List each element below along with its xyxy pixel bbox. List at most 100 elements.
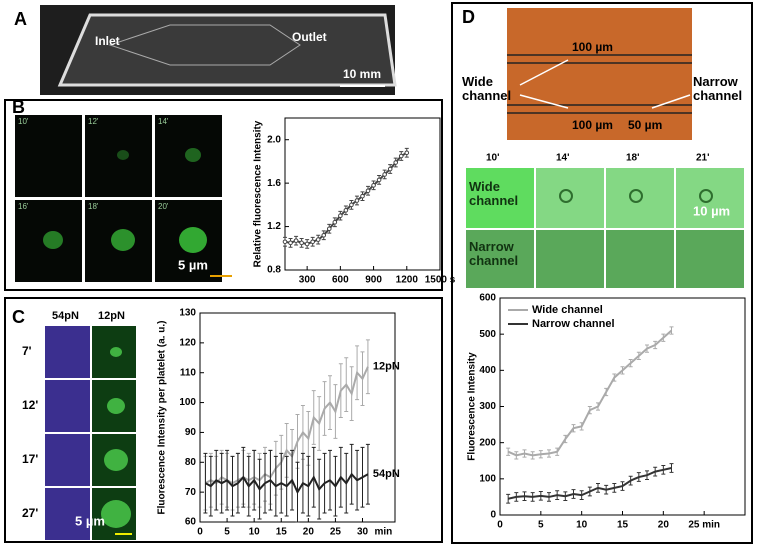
time-label: 7' — [22, 344, 32, 358]
platelet — [559, 189, 573, 203]
platelet — [629, 189, 643, 203]
y-tick-label: 80 — [185, 457, 197, 468]
time-label: 10' — [18, 117, 29, 126]
platelet — [110, 347, 122, 357]
platelet — [104, 449, 128, 471]
panel-frame — [451, 2, 753, 544]
time-label: 14' — [158, 117, 169, 126]
x-tick-label: 10 — [249, 527, 261, 538]
time-label: 18' — [626, 153, 640, 164]
panel-letter: D — [462, 7, 475, 27]
platelet — [185, 148, 201, 162]
row-label: Wide channel — [469, 179, 519, 208]
time-label: 27' — [22, 506, 38, 520]
platelet — [107, 398, 125, 414]
time-label: 17' — [22, 452, 38, 466]
platelet — [699, 189, 713, 203]
marker — [326, 226, 332, 232]
label: Wide channel — [462, 74, 512, 103]
marker — [382, 172, 387, 177]
marker — [343, 207, 349, 213]
y-tick-label: 100 — [479, 473, 496, 484]
micrograph — [676, 230, 744, 288]
y-tick-label: 400 — [479, 365, 496, 376]
x-tick-label: 25 — [330, 527, 342, 538]
marker — [360, 193, 365, 199]
marker — [304, 241, 310, 247]
marker — [293, 238, 299, 243]
marker — [310, 239, 315, 245]
panel-frame — [4, 99, 443, 291]
line — [507, 467, 672, 500]
micrograph — [85, 115, 152, 197]
y-axis-label: Fluorescence Intensity — [467, 352, 478, 461]
y-tick-label: 60 — [185, 517, 197, 528]
marker — [321, 232, 327, 238]
time-label: 12' — [22, 398, 38, 412]
x-tick-label: 20 — [303, 527, 315, 538]
x-tick-label: 0 — [197, 527, 203, 538]
error-bar — [365, 339, 370, 395]
plot-frame — [284, 117, 441, 271]
micrograph — [155, 115, 222, 197]
marker — [282, 239, 288, 245]
chamber — [108, 24, 301, 66]
y-tick-label: 500 — [479, 329, 496, 340]
time-label: 18' — [88, 202, 99, 211]
platelet — [43, 231, 63, 249]
marker — [338, 213, 343, 219]
x-tick-label: 25 min — [688, 520, 720, 531]
marker — [332, 219, 338, 225]
y-axis-label: Relative fluorescence Intensity — [253, 120, 264, 267]
legend-label: Wide channel — [532, 304, 603, 316]
y-tick-label: 1.2 — [267, 221, 281, 232]
y-tick-label: 110 — [180, 367, 197, 378]
platelet — [101, 500, 131, 528]
micrograph — [606, 230, 674, 288]
label: 100 µm — [572, 118, 613, 132]
arrows — [519, 59, 691, 109]
x-tick-label: 15 — [617, 520, 629, 531]
micrograph — [536, 230, 604, 288]
error-bar — [669, 463, 674, 473]
label: 100 µm — [572, 40, 613, 54]
y-tick-label: 90 — [185, 427, 197, 438]
y-axis-label: Fluorescence Intensity per platelet (a. … — [157, 321, 168, 515]
label: Inlet — [95, 34, 120, 48]
line — [507, 329, 673, 457]
y-tick-label: 0 — [490, 510, 496, 521]
y-tick-label: 600 — [479, 293, 496, 304]
x-tick-label: 900 — [365, 275, 382, 286]
chip — [57, 13, 397, 87]
panel-letter: C — [12, 307, 25, 327]
panel-frame — [4, 297, 443, 543]
column-label: 12pN — [98, 310, 125, 322]
y-tick-label: 70 — [185, 487, 197, 498]
scale-label: 5 µm — [75, 513, 105, 528]
label: Narrow channel — [693, 74, 743, 103]
panel-letter: A — [14, 9, 27, 29]
scale-label: 10 mm — [343, 67, 381, 81]
x-tick-label: 600 — [332, 275, 349, 286]
panel-letter: B — [12, 97, 25, 117]
x-tick-label: 5 — [538, 520, 544, 531]
platelet — [111, 229, 135, 251]
x-tick-label: 20 — [658, 520, 670, 531]
x-tick-label: 1500 s — [425, 275, 456, 286]
marker — [354, 198, 360, 203]
time-label: 14' — [556, 153, 570, 164]
micrograph — [15, 115, 82, 197]
x-unit: min — [375, 527, 393, 538]
line — [284, 151, 408, 245]
micrograph — [45, 380, 90, 432]
micrograph — [45, 434, 90, 486]
y-tick-label: 300 — [479, 401, 496, 412]
time-label: 20' — [158, 202, 169, 211]
scale-label: 10 µm — [693, 203, 730, 218]
marker — [371, 183, 376, 188]
time-label: 16' — [18, 202, 29, 211]
series-label: 54pN — [373, 468, 400, 480]
platelet — [179, 227, 207, 253]
